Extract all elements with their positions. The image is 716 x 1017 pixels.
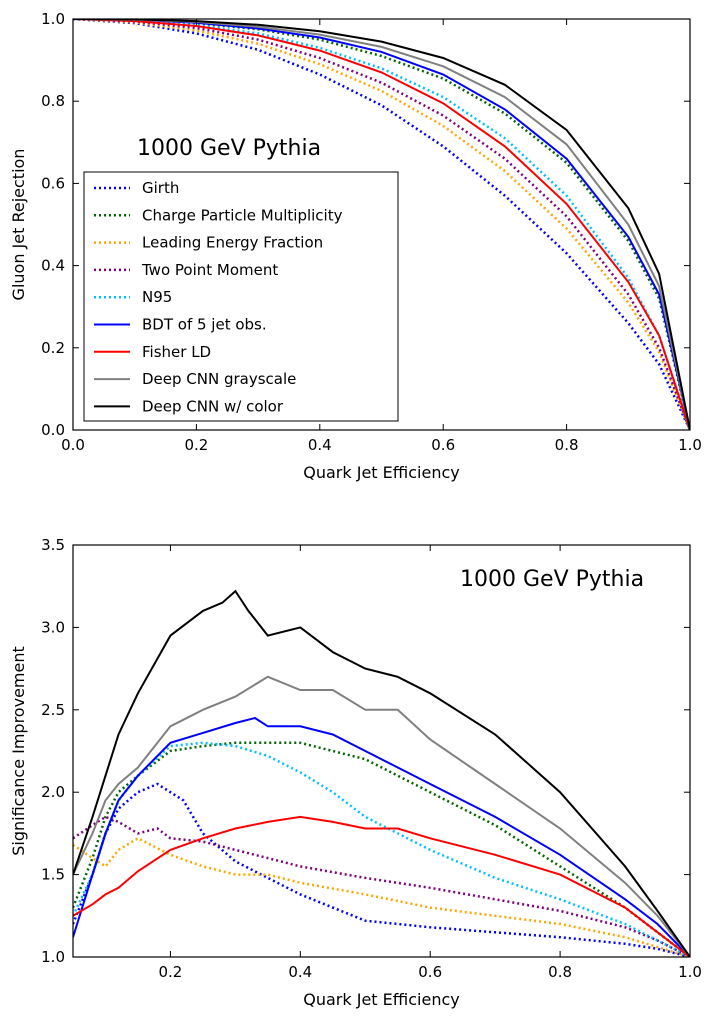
y-tick-label: 1.0	[41, 948, 65, 966]
x-tick-label: 0.8	[555, 436, 579, 454]
series-line-deep-cnn-w-color	[73, 19, 690, 430]
plot-frame	[72, 18, 691, 431]
legend-label: Charge Particle Multiplicity	[142, 206, 343, 224]
y-tick-label: 1.5	[41, 866, 65, 884]
legend-box	[83, 171, 399, 422]
legend-label: Deep CNN grayscale	[142, 370, 296, 388]
x-tick-label: 0.2	[184, 436, 208, 454]
series-line-n95	[73, 741, 690, 957]
legend: Girth Charge Particle Multiplicity Leading…	[83, 171, 399, 422]
x-tick-label: 0.4	[288, 963, 312, 981]
y-tick-label: 0.8	[41, 92, 65, 110]
series-line-two-point-moment	[73, 815, 690, 957]
y-axis-label: Significance Improvement	[9, 646, 28, 856]
x-tick-label: 0.6	[418, 963, 442, 981]
y-axis-label: Gluon Jet Rejection	[9, 149, 28, 301]
series-line-two-point-moment	[73, 19, 690, 430]
chart-annotation: 1000 GeV Pythia	[460, 567, 644, 592]
x-tick-label: 0.4	[308, 436, 332, 454]
series-line-fisher-ld	[73, 815, 690, 957]
series-line-bdt-of-5-jet-obs	[73, 716, 690, 957]
series-line-charge-particle-multiplicity	[73, 741, 690, 957]
roc-chart: 0.0 0.2 0.4 0.6 0.8 1.0 0.0 0.2 0.4 0.6 0.8 1.0 Quar…	[9, 10, 702, 482]
legend-label: Leading Energy Fraction	[142, 234, 323, 252]
legend-label: Girth	[142, 179, 179, 197]
x-tick-label: 0.8	[548, 963, 572, 981]
x-tick-label: 0.0	[61, 436, 85, 454]
series-line-deep-cnn-grayscale	[73, 675, 690, 957]
y-tick-label: 0.0	[41, 421, 65, 439]
y-tick-label: 0.2	[41, 339, 65, 357]
y-tick-label: 0.6	[41, 174, 65, 192]
y-tick-label: 2.0	[41, 783, 65, 801]
x-tick-label: 0.6	[431, 436, 455, 454]
x-axis-label: Quark Jet Efficiency	[303, 463, 459, 482]
series-line-girth	[73, 782, 690, 957]
y-tick-label: 2.5	[41, 701, 65, 719]
significance-chart: 0.2 0.4 0.6 0.8 1.0 1.0 1.5 2.0 2.5 3.0 3.5 Quark J…	[9, 536, 702, 1009]
legend-label: Two Point Moment	[141, 261, 278, 279]
y-tick-label: 0.4	[41, 257, 65, 275]
y-tick-label: 3.0	[41, 618, 65, 636]
series-group	[73, 589, 690, 957]
x-tick-label: 1.0	[678, 963, 702, 981]
x-tick-label: 0.2	[158, 963, 182, 981]
plot-frame	[72, 544, 691, 958]
legend-label: BDT of 5 jet obs.	[142, 316, 267, 334]
legend-label: Fisher LD	[142, 343, 211, 361]
x-tick-label: 1.0	[678, 436, 702, 454]
series-group	[73, 19, 690, 430]
legend-label: N95	[142, 288, 172, 306]
series-line-fisher-ld	[73, 19, 690, 430]
series-line-deep-cnn-w-color	[73, 589, 690, 957]
series-line-leading-energy-fraction	[73, 836, 690, 957]
legend-label: Deep CNN w/ color	[142, 397, 284, 415]
x-axis-label: Quark Jet Efficiency	[303, 990, 459, 1009]
chart-annotation: 1000 GeV Pythia	[137, 136, 321, 161]
y-tick-label: 1.0	[41, 10, 65, 28]
y-tick-label: 3.5	[41, 536, 65, 554]
series-line-girth	[73, 19, 690, 430]
